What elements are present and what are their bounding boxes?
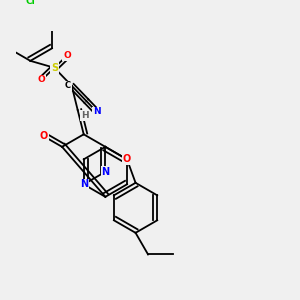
Text: O: O: [63, 51, 71, 60]
Text: Cl: Cl: [26, 0, 35, 6]
Text: N: N: [93, 107, 100, 116]
Text: N: N: [101, 167, 110, 177]
Text: S: S: [51, 63, 58, 73]
Text: H: H: [81, 111, 89, 120]
Text: C: C: [65, 81, 71, 90]
Text: O: O: [38, 75, 46, 84]
Text: O: O: [123, 154, 131, 164]
Text: N: N: [80, 179, 88, 189]
Text: O: O: [40, 131, 48, 141]
